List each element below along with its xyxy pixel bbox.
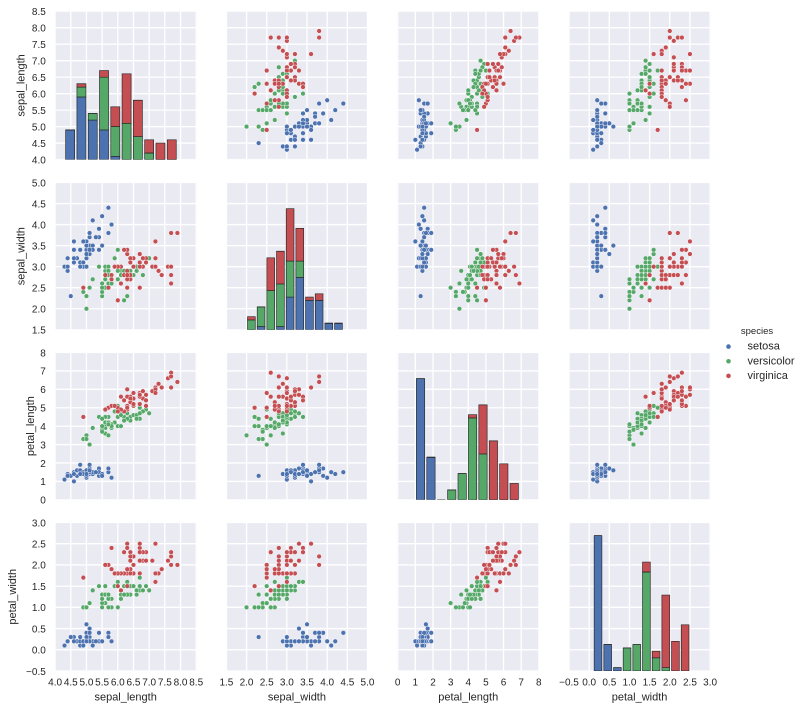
svg-text:8.5: 8.5 bbox=[189, 678, 203, 689]
svg-text:5: 5 bbox=[483, 678, 489, 689]
svg-text:5.0: 5.0 bbox=[32, 178, 46, 189]
svg-text:3.5: 3.5 bbox=[300, 678, 314, 689]
svg-text:6: 6 bbox=[501, 678, 507, 689]
svg-text:1.5: 1.5 bbox=[32, 582, 46, 593]
svg-text:2.0: 2.0 bbox=[663, 678, 677, 689]
svg-text:2.5: 2.5 bbox=[683, 678, 697, 689]
svg-text:6: 6 bbox=[40, 385, 46, 396]
svg-text:4: 4 bbox=[40, 422, 46, 433]
svg-text:5.0: 5.0 bbox=[32, 122, 46, 133]
svg-text:4.5: 4.5 bbox=[340, 678, 354, 689]
svg-text:2.5: 2.5 bbox=[32, 540, 46, 551]
svg-text:8: 8 bbox=[536, 678, 542, 689]
svg-text:2: 2 bbox=[40, 459, 46, 470]
svg-text:2.5: 2.5 bbox=[260, 678, 274, 689]
svg-text:7.5: 7.5 bbox=[32, 40, 46, 51]
svg-text:3: 3 bbox=[40, 440, 46, 451]
svg-text:3.0: 3.0 bbox=[32, 262, 46, 273]
svg-text:4.0: 4.0 bbox=[320, 678, 334, 689]
svg-text:1: 1 bbox=[413, 678, 419, 689]
svg-text:1: 1 bbox=[40, 477, 46, 488]
svg-text:6.0: 6.0 bbox=[111, 678, 125, 689]
svg-text:7.0: 7.0 bbox=[32, 56, 46, 67]
svg-text:4.0: 4.0 bbox=[32, 155, 46, 166]
svg-text:4.5: 4.5 bbox=[64, 678, 78, 689]
svg-text:4.0: 4.0 bbox=[48, 678, 62, 689]
svg-text:−0.5: −0.5 bbox=[559, 678, 579, 689]
svg-text:1.0: 1.0 bbox=[32, 603, 46, 614]
svg-text:2.5: 2.5 bbox=[32, 284, 46, 295]
svg-text:1.5: 1.5 bbox=[643, 678, 657, 689]
svg-text:6.5: 6.5 bbox=[32, 73, 46, 84]
svg-text:0: 0 bbox=[40, 496, 46, 507]
svg-text:1.5: 1.5 bbox=[32, 326, 46, 337]
svg-text:virginica: virginica bbox=[748, 370, 789, 382]
svg-text:8.0: 8.0 bbox=[32, 23, 46, 34]
svg-text:0: 0 bbox=[395, 678, 401, 689]
svg-text:1.5: 1.5 bbox=[219, 678, 233, 689]
svg-text:0.5: 0.5 bbox=[32, 624, 46, 635]
svg-text:5.5: 5.5 bbox=[32, 106, 46, 117]
svg-text:setosa: setosa bbox=[748, 341, 781, 353]
svg-text:sepal_length: sepal_length bbox=[94, 692, 156, 704]
svg-text:4.0: 4.0 bbox=[32, 220, 46, 231]
svg-text:7.0: 7.0 bbox=[142, 678, 156, 689]
svg-text:4.5: 4.5 bbox=[32, 139, 46, 150]
svg-text:petal_width: petal_width bbox=[7, 569, 19, 625]
svg-text:1.0: 1.0 bbox=[623, 678, 637, 689]
svg-text:5.0: 5.0 bbox=[80, 678, 94, 689]
svg-text:2.0: 2.0 bbox=[32, 305, 46, 316]
svg-text:3.0: 3.0 bbox=[703, 678, 717, 689]
svg-text:3.5: 3.5 bbox=[32, 241, 46, 252]
svg-text:species: species bbox=[741, 326, 773, 337]
svg-text:petal_length: petal_length bbox=[25, 396, 37, 456]
svg-text:6.0: 6.0 bbox=[32, 89, 46, 100]
svg-text:8.0: 8.0 bbox=[174, 678, 188, 689]
svg-text:sepal_length: sepal_length bbox=[15, 54, 27, 116]
svg-text:sepal_width: sepal_width bbox=[268, 692, 326, 704]
svg-text:8: 8 bbox=[40, 348, 46, 359]
svg-text:−0.5: −0.5 bbox=[26, 667, 46, 678]
svg-text:3: 3 bbox=[448, 678, 454, 689]
svg-text:versicolor: versicolor bbox=[748, 355, 795, 367]
svg-text:4.5: 4.5 bbox=[32, 199, 46, 210]
svg-text:7: 7 bbox=[40, 367, 46, 378]
svg-text:8.5: 8.5 bbox=[32, 7, 46, 18]
svg-text:7.5: 7.5 bbox=[158, 678, 172, 689]
svg-text:0.5: 0.5 bbox=[602, 678, 616, 689]
svg-text:5: 5 bbox=[40, 404, 46, 415]
svg-text:petal_length: petal_length bbox=[438, 692, 498, 704]
svg-text:3.0: 3.0 bbox=[280, 678, 294, 689]
svg-text:2.0: 2.0 bbox=[32, 561, 46, 572]
svg-text:5.5: 5.5 bbox=[95, 678, 109, 689]
svg-text:0.0: 0.0 bbox=[32, 646, 46, 657]
svg-text:7: 7 bbox=[518, 678, 524, 689]
svg-text:2: 2 bbox=[430, 678, 436, 689]
svg-text:sepal_width: sepal_width bbox=[15, 227, 27, 285]
svg-text:3.0: 3.0 bbox=[32, 518, 46, 529]
svg-text:5.0: 5.0 bbox=[361, 678, 375, 689]
svg-text:6.5: 6.5 bbox=[127, 678, 141, 689]
svg-text:4: 4 bbox=[465, 678, 471, 689]
svg-text:0.0: 0.0 bbox=[582, 678, 596, 689]
svg-text:2.0: 2.0 bbox=[240, 678, 254, 689]
svg-text:petal_width: petal_width bbox=[612, 692, 668, 704]
